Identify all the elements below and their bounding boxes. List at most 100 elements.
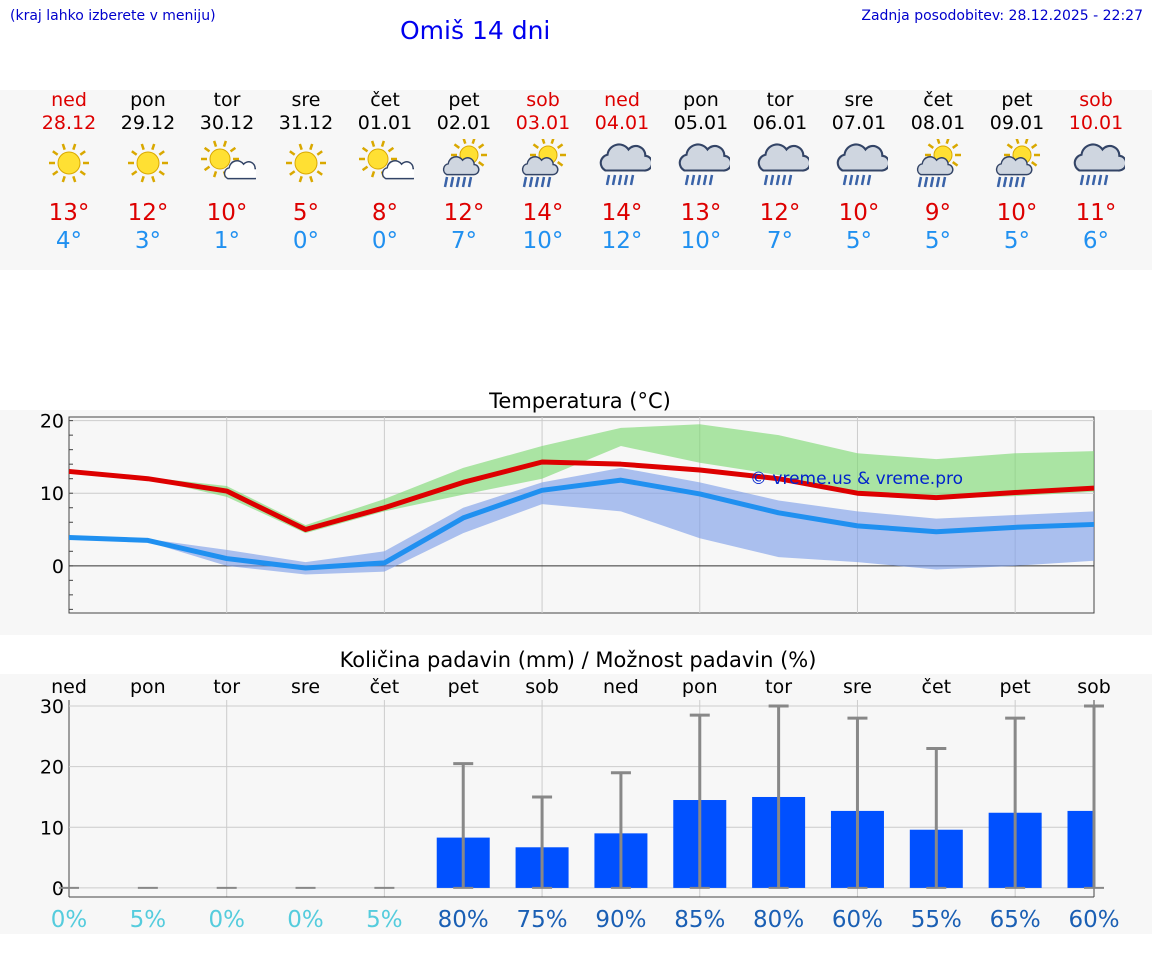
day-date: 08.01 <box>910 112 966 134</box>
min-temperature: 5° <box>924 228 952 254</box>
chart-background <box>0 674 1152 934</box>
day-card: tor 06.01 12° 7° <box>740 89 820 255</box>
day-date: 09.01 <box>989 112 1045 134</box>
precipitation-probability: 55% <box>911 907 962 933</box>
precipitation-chart: Količina padavin (mm) / Možnost padavin … <box>0 648 1152 934</box>
day-card: sob 10.01 11° 6° <box>1056 89 1136 255</box>
max-temperature: 13° <box>680 200 722 226</box>
day-name: ned <box>51 89 87 111</box>
min-temperature: 4° <box>55 228 83 254</box>
y-tick-label: 10 <box>40 817 64 839</box>
day-card: pon 29.12 12° 3° <box>108 89 188 255</box>
day-name: sre <box>291 89 321 111</box>
min-temperature: 6° <box>1082 228 1110 254</box>
y-tick-label: 10 <box>40 483 64 505</box>
day-date: 30.12 <box>199 112 255 134</box>
precipitation-probability: 80% <box>438 907 489 933</box>
day-card: sre 31.12 5° 0° <box>266 89 346 255</box>
day-date: 10.01 <box>1068 112 1124 134</box>
x-category-label: sre <box>843 676 872 698</box>
precipitation-probability: 0% <box>51 907 88 933</box>
x-category-label: pon <box>130 676 166 698</box>
max-temperature: 8° <box>371 200 399 226</box>
min-temperature: 0° <box>371 228 399 254</box>
min-range-band <box>69 467 1094 575</box>
precipitation-probability: 85% <box>674 907 725 933</box>
day-date: 04.01 <box>594 112 650 134</box>
day-date: 29.12 <box>120 112 176 134</box>
precipitation-probability: 0% <box>287 907 324 933</box>
temperature-chart: Temperatura (°C) 0 10 20 © vreme.us & vreme.… <box>0 389 1152 635</box>
chart-title: Temperatura (°C) <box>488 389 671 413</box>
x-category-label: ned <box>51 676 87 698</box>
x-category-label: čet <box>922 676 952 698</box>
day-date: 01.01 <box>357 112 413 134</box>
max-temperature: 11° <box>1075 200 1117 226</box>
day-card: pet 09.01 10° 5° <box>977 89 1057 255</box>
day-name: tor <box>766 89 794 111</box>
min-temperature: 5° <box>845 228 873 254</box>
x-category-label: tor <box>213 676 240 698</box>
x-category-label: pon <box>682 676 718 698</box>
sun-cloud-icon <box>187 139 267 191</box>
day-name: sob <box>1079 89 1113 111</box>
day-name: pet <box>448 89 480 111</box>
day-name: tor <box>213 89 241 111</box>
day-name: čet <box>370 89 400 111</box>
day-date: 31.12 <box>278 112 334 134</box>
min-temperature: 3° <box>134 228 162 254</box>
location-hint: (kraj lahko izberete v meniju) <box>10 8 216 24</box>
precipitation-probability: 75% <box>517 907 568 933</box>
sun-rain-icon <box>424 139 504 191</box>
day-name: čet <box>923 89 953 111</box>
watermark: © vreme.us & vreme.pro <box>750 469 963 489</box>
precipitation-probability: 5% <box>366 907 403 933</box>
max-temperature: 10° <box>838 200 880 226</box>
x-category-label: čet <box>370 676 400 698</box>
min-temperature: 0° <box>292 228 320 254</box>
x-category-label: pet <box>1000 676 1031 698</box>
precipitation-probability: 60% <box>832 907 883 933</box>
day-date: 06.01 <box>752 112 808 134</box>
min-temperature: 10° <box>680 228 722 254</box>
day-card: tor 30.12 10° 1° <box>187 89 267 255</box>
max-temperature: 12° <box>127 200 169 226</box>
sun-icon <box>29 139 109 191</box>
max-temperature: 14° <box>601 200 643 226</box>
precipitation-probability: 5% <box>130 907 167 933</box>
day-date: 05.01 <box>673 112 729 134</box>
day-card: sob 03.01 14° 10° <box>503 89 583 255</box>
max-temperature: 10° <box>996 200 1038 226</box>
max-temperature: 13° <box>48 200 90 226</box>
x-category-label: sob <box>525 676 559 698</box>
sun-rain-icon <box>977 139 1057 191</box>
day-card: ned 28.12 13° 4° <box>29 89 109 255</box>
sun-rain-icon <box>898 139 978 191</box>
x-category-label: sob <box>1077 676 1111 698</box>
day-card: čet 01.01 8° 0° <box>345 89 425 255</box>
day-card: pet 02.01 12° 7° <box>424 89 504 255</box>
precipitation-probability: 60% <box>1068 907 1119 933</box>
max-temperature-line <box>68 459 1095 533</box>
cloud-rain-icon <box>582 139 662 191</box>
day-name: pon <box>683 89 719 111</box>
day-card: čet 08.01 9° 5° <box>898 89 978 255</box>
day-date: 02.01 <box>436 112 492 134</box>
x-category-label: tor <box>765 676 792 698</box>
day-date: 07.01 <box>831 112 887 134</box>
precipitation-probability: 0% <box>208 907 245 933</box>
sun-icon <box>108 139 188 191</box>
max-range-band <box>69 424 1094 534</box>
day-name: pon <box>130 89 166 111</box>
day-date: 03.01 <box>515 112 571 134</box>
x-category-label: sre <box>291 676 320 698</box>
forecast-band <box>0 90 1152 270</box>
y-tick-label: 0 <box>52 878 64 900</box>
precipitation-bar <box>1067 810 1094 888</box>
max-temperature: 12° <box>443 200 485 226</box>
sun-rain-icon <box>503 139 583 191</box>
max-temperature: 14° <box>522 200 564 226</box>
precipitation-probability: 80% <box>753 907 804 933</box>
day-name: sob <box>526 89 560 111</box>
day-card: ned 04.01 14° 12° <box>582 89 662 255</box>
